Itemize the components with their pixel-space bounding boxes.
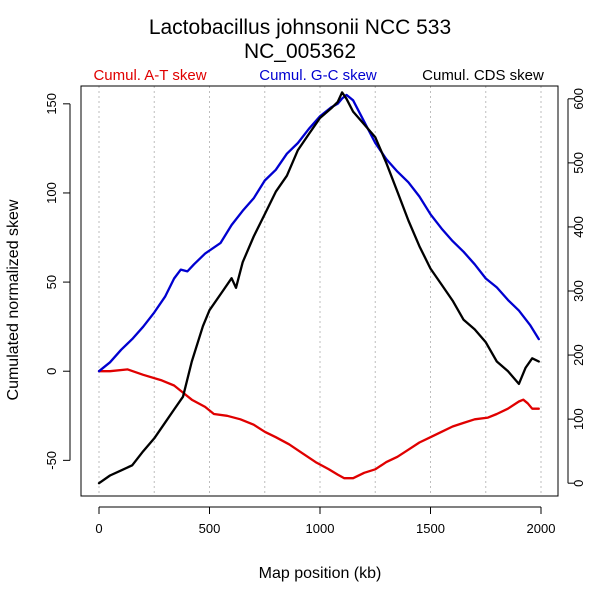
x-tick-label: 1000	[306, 521, 335, 536]
y-right-tick-label: 600	[571, 88, 586, 110]
y-right-tick-label: 400	[571, 216, 586, 238]
x-tick-label: 500	[199, 521, 221, 536]
y-left-tick-label: -50	[44, 451, 59, 470]
y-right-tick-label: 300	[571, 280, 586, 302]
y-left-tick-label: 150	[44, 93, 59, 115]
series-lines	[97, 91, 540, 485]
y-right-tick-label: 200	[571, 344, 586, 366]
series-line-cumul-a-t-skew	[97, 368, 540, 480]
x-tick-label: 0	[95, 521, 102, 536]
plot-frame	[80, 85, 559, 497]
series-line-cumul-g-c-skew	[97, 93, 540, 373]
legend-cds-skew: Cumul. CDS skew	[422, 67, 544, 84]
legend-at-skew: Cumul. A-T skew	[93, 67, 206, 84]
gridlines	[98, 86, 542, 496]
x-axis-title: Map position (kb)	[259, 565, 382, 582]
y-left-tick-label: 100	[44, 182, 59, 204]
axes: 0 500 1000 1500 2000-50050100150010020030040…	[44, 85, 586, 536]
legend-gc-skew: Cumul. G-C skew	[259, 67, 377, 84]
x-tick-label: 1500	[416, 521, 445, 536]
chart-title: Lactobacillus johnsonii NCC 533	[149, 16, 451, 39]
series-line-cumul-cds-skew	[97, 91, 540, 485]
y-left-tick-label: 0	[44, 368, 59, 375]
y-right-tick-label: 0	[571, 480, 586, 487]
chart-subtitle: NC_005362	[244, 40, 356, 63]
y-left-tick-label: 50	[44, 275, 59, 289]
y-axis-title: Cumulated normalized skew	[5, 199, 22, 400]
y-right-tick-label: 500	[571, 152, 586, 174]
y-right-tick-label: 100	[571, 408, 586, 430]
x-tick-label: 2000	[527, 521, 556, 536]
